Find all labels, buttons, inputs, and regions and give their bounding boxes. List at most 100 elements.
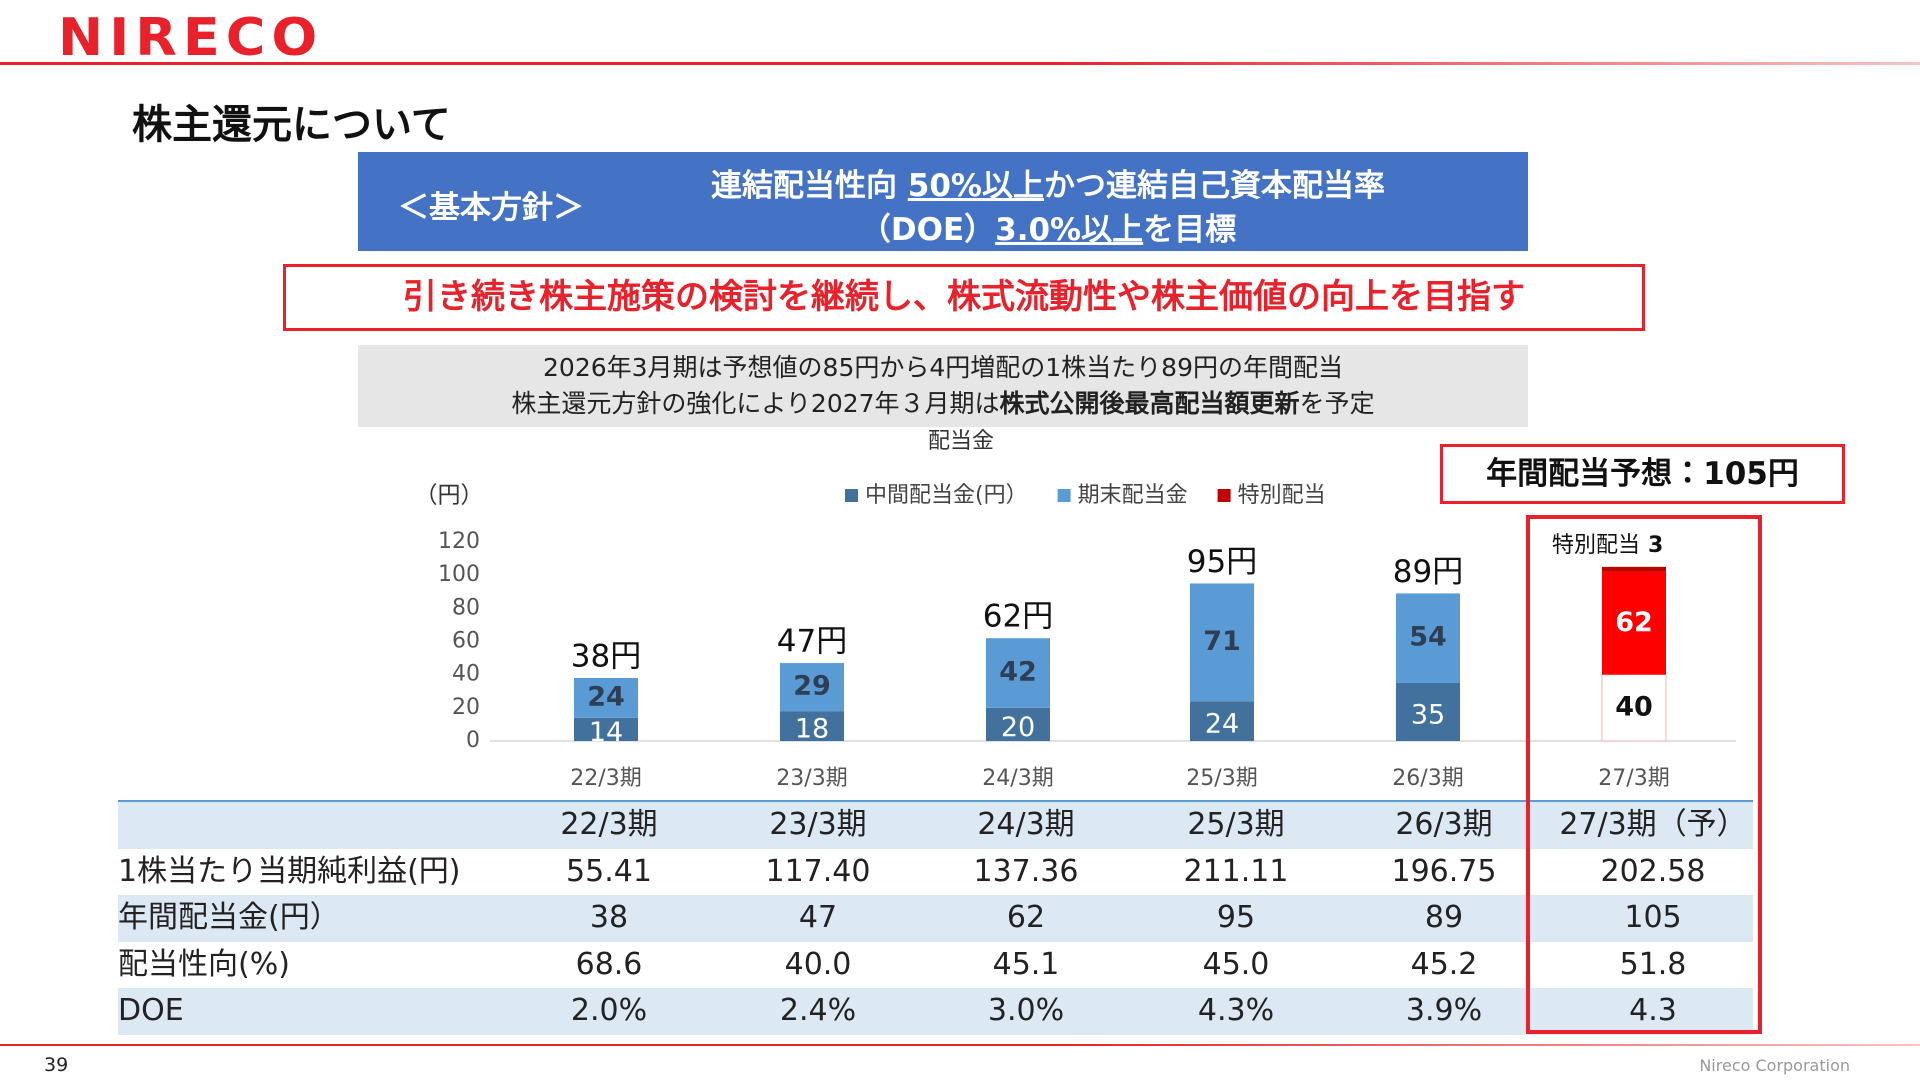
data-label: 62 [1615, 607, 1653, 638]
goal-box: 引き続き株主施策の検討を継続し、株式流動性や株主価値の向上を目指す [283, 264, 1645, 331]
table-cell: 95 [1216, 900, 1256, 935]
x-tick-label: 26/3期 [1392, 766, 1463, 791]
header-rule [0, 62, 1920, 65]
forecast-highlight [1526, 515, 1762, 1034]
bar-segment [1602, 571, 1666, 675]
column-header: 25/3期 [1187, 807, 1285, 842]
table-cell: 51.8 [1619, 946, 1687, 982]
note-line: 2026年3月期は予想値の85円から4円増配の1株当たり89円の年間配当 [543, 353, 1343, 382]
table-cell: 105 [1624, 900, 1682, 935]
note-line: 株主還元方針の強化により2027年３月期は株式公開後最高配当額更新を予定 [358, 386, 1528, 422]
data-label: 18 [795, 714, 829, 745]
table-cell: 45.1 [992, 946, 1060, 982]
column-header: 26/3期 [1395, 807, 1493, 842]
legend-swatch [1057, 489, 1071, 502]
y-tick-label: 80 [452, 595, 480, 620]
total-label: 38円 [571, 638, 641, 674]
table-cell: 38 [589, 900, 629, 935]
table-cell: 2.0% [570, 993, 648, 1028]
annotation: 特別配当 [1552, 533, 1640, 558]
bar-segment [986, 638, 1050, 708]
y-tick-label: 40 [452, 662, 480, 687]
data-label: 42 [999, 657, 1037, 688]
table-row: 配当性向(%) 68.6 40.0 45.1 45.0 45.2 51.8 [118, 942, 1753, 989]
table-row: 1株当たり当期純利益(円) 55.41 117.40 137.36 211.11 196.… [118, 849, 1753, 896]
legend-swatch [1217, 489, 1231, 502]
data-label: 35 [1411, 699, 1445, 730]
bar-segment [574, 677, 638, 718]
logo: NIRECO [58, 7, 324, 68]
x-tick-label: 27/3期 [1598, 766, 1669, 791]
table-cell: 45.0 [1202, 946, 1270, 982]
table-cell: 3.0% [987, 993, 1065, 1028]
page-number: 39 [44, 1054, 69, 1076]
bar-segment [1602, 566, 1666, 572]
legend-label: 特別配当 [1238, 483, 1326, 508]
bar-segment [780, 663, 844, 712]
policy-line: （DOE）3.0%以上を目標 [618, 204, 1478, 249]
data-label: 24 [1205, 709, 1239, 740]
table-cell: 211.11 [1183, 853, 1289, 889]
y-tick-label: 20 [452, 695, 480, 720]
data-label: 40 [1615, 691, 1653, 722]
table-cell: 47 [798, 900, 838, 935]
row-label: 1株当たり当期純利益(円) [118, 853, 461, 889]
table-cell: 4.3 [1629, 993, 1677, 1028]
data-label: 54 [1409, 622, 1447, 653]
text: を目標 [1143, 212, 1237, 248]
forecast-box: 年間配当予想：105円 [1440, 444, 1845, 504]
text: かつ連結自己資本配当率 [1044, 168, 1385, 204]
legend-label: 中間配当金(円） [865, 483, 1028, 508]
bar-segment [1190, 583, 1254, 702]
bar-segment [574, 717, 638, 741]
legend-label: 期末配当金 [1078, 483, 1188, 508]
row-label: 配当性向(%) [118, 946, 290, 982]
table-row: 年間配当金(円） 38 47 62 95 89 105 [118, 895, 1753, 942]
table-header: 22/3期 23/3期 24/3期 25/3期 26/3期 27/3期（予） [118, 802, 1753, 849]
bar-segment [780, 711, 844, 741]
column-header: 22/3期 [560, 807, 658, 842]
text: を予定 [1299, 389, 1375, 418]
x-tick-label: 24/3期 [982, 766, 1053, 791]
text: （DOE） [859, 212, 996, 248]
bar-segment [1190, 701, 1254, 741]
total-label: 47円 [777, 624, 847, 660]
table-cell: 40.0 [784, 946, 852, 982]
data-label: 24 [587, 681, 625, 712]
column-header: 27/3期（予） [1559, 807, 1747, 842]
table-cell: 62 [1006, 900, 1046, 935]
emphasis: 50%以上 [907, 168, 1044, 204]
data-label: 3 [1648, 533, 1663, 558]
data-label: 14 [589, 717, 623, 748]
text: 株主還元方針の強化により2027年３月期は [511, 389, 1000, 418]
x-tick-label: 25/3期 [1186, 766, 1257, 791]
table-cell: 202.58 [1600, 853, 1706, 889]
note-box: 2026年3月期は予想値の85円から4円増配の1株当たり89円の年間配当 株主還… [358, 345, 1528, 427]
data-table: 22/3期 23/3期 24/3期 25/3期 26/3期 27/3期（予） 1株当たり当期… [118, 800, 1753, 1035]
total-label: 62円 [983, 599, 1053, 635]
bar-segment [1396, 682, 1460, 741]
y-tick-label: 100 [438, 562, 480, 587]
slide-title: 株主還元について [132, 102, 451, 148]
table-cell: 196.75 [1391, 853, 1497, 889]
y-tick-label: 120 [438, 529, 480, 554]
table-cell: 2.4% [779, 993, 857, 1028]
footer-rule [0, 1044, 1920, 1046]
chart-title: 配当金 [928, 429, 994, 454]
table-cell: 55.41 [566, 853, 652, 889]
table-cell: 137.36 [973, 853, 1079, 889]
bar-segment [1396, 593, 1460, 683]
table-cell: 89 [1424, 900, 1464, 935]
data-label: 29 [793, 671, 831, 702]
table-cell: 45.2 [1410, 946, 1478, 982]
total-label: 95円 [1187, 544, 1257, 580]
legend-swatch [845, 489, 858, 502]
row-label: DOE [118, 993, 184, 1028]
text: 連結配当性向 [711, 168, 908, 204]
policy-label: ＜基本方針＞ [398, 190, 584, 226]
column-header: 24/3期 [977, 807, 1075, 842]
bar-segment [1601, 674, 1667, 742]
policy-line: 連結配当性向 50%以上かつ連結自己資本配当率 [618, 160, 1478, 205]
